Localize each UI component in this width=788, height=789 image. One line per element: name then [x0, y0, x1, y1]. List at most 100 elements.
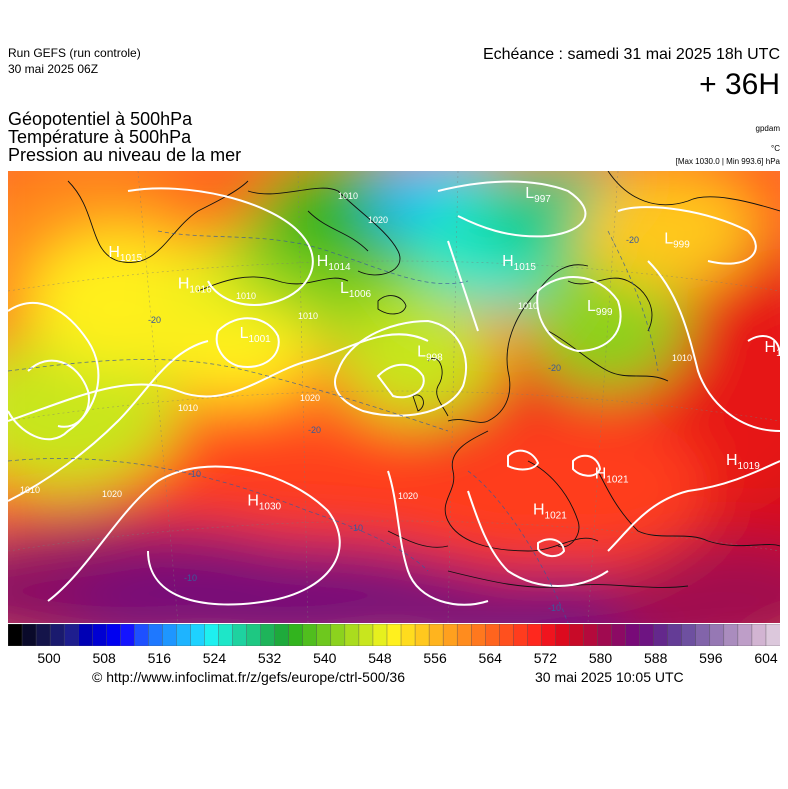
- colorbar-swatch: [344, 624, 360, 646]
- forecast-lead-time: + 36H: [699, 68, 780, 101]
- colorbar-swatch: [260, 624, 276, 646]
- colorbar-tick-label: 508: [92, 650, 116, 666]
- temperature-label: -10: [188, 469, 201, 479]
- colorbar-tick-label: 580: [588, 650, 613, 666]
- isobar-label: 1010: [338, 191, 358, 201]
- colorbar-swatch: [358, 624, 374, 646]
- colorbar-swatch: [204, 624, 220, 646]
- colorbar-swatch: [372, 624, 388, 646]
- colorbar-swatch: [709, 624, 725, 646]
- isobars: [8, 180, 780, 606]
- colorbar-swatch: [218, 624, 234, 646]
- temperature-label: -10: [350, 523, 363, 533]
- graticule: [8, 171, 780, 623]
- isotherms: [8, 230, 659, 623]
- parameter-pressure: Pression au niveau de la mer: [8, 145, 242, 165]
- colorbar: [8, 624, 780, 646]
- colorbar-swatch: [414, 624, 430, 646]
- high-pressure-label: H1015: [108, 244, 142, 264]
- colorbar-swatch: [49, 624, 65, 646]
- colorbar-tick-label: 532: [257, 650, 282, 666]
- colorbar-swatch: [737, 624, 753, 646]
- isobar-label: 1010: [178, 403, 198, 413]
- colorbar-tick-label: 588: [644, 650, 668, 666]
- colorbar-swatch: [541, 624, 556, 646]
- colorbar-swatch: [190, 624, 206, 646]
- isobar-label: 1020: [368, 215, 388, 225]
- colorbar-swatch: [765, 624, 780, 646]
- temperature-label: -20: [626, 235, 639, 245]
- temperature-label: -20: [148, 315, 161, 325]
- temperature-labels: -20 -20 -20 -10 -10 -10 -10 -20: [148, 235, 639, 613]
- colorbar-swatch: [667, 624, 683, 646]
- colorbar-swatch: [21, 624, 37, 646]
- high-pressure-label: H1030: [247, 492, 281, 512]
- colorbar-swatch: [8, 624, 23, 646]
- isobar-label: 1010: [518, 301, 538, 311]
- high-pressure-label: H1021: [533, 502, 567, 522]
- isobar-label: 1010: [298, 311, 318, 321]
- colorbar-tick-label: 524: [202, 650, 227, 666]
- forecast-valid-time: Echéance : samedi 31 mai 2025 18h UTC: [482, 46, 780, 63]
- high-pressure-label: H1021: [595, 465, 629, 485]
- colorbar-swatch: [555, 624, 570, 646]
- colorbar-swatch: [162, 624, 177, 646]
- colorbar-swatch: [569, 624, 584, 646]
- low-pressure-label: L998: [417, 343, 443, 363]
- colorbar-tick-label: 556: [423, 650, 447, 666]
- isobar-label: 1020: [398, 491, 418, 501]
- low-pressure-label: L997: [525, 185, 551, 205]
- run-date: 30 mai 2025 06Z: [8, 62, 99, 76]
- pressure-range: [Max 1030.0 | Min 993.6] hPa: [675, 157, 780, 166]
- colorbar-tick-label: 564: [478, 650, 502, 666]
- colorbar-swatch: [611, 624, 627, 646]
- colorbar-swatch: [499, 624, 514, 646]
- isobar-label: 1010: [20, 485, 40, 495]
- colorbar-swatch: [471, 624, 486, 646]
- colorbar-swatch: [428, 624, 444, 646]
- colorbar-swatch: [485, 624, 500, 646]
- high-pressure-label: H1014: [317, 253, 351, 273]
- parameter-geopotential: Géopotentiel à 500hPa: [8, 109, 193, 129]
- colorbar-swatch: [134, 624, 149, 646]
- colorbar-ticks: 500 508 516 524 532 540 548 556 564 572 580 588 596 6…: [8, 650, 780, 666]
- high-pressure-label: H1016: [178, 276, 212, 296]
- colorbar-swatch: [106, 624, 121, 646]
- colorbar-swatch: [456, 624, 472, 646]
- high-pressure-label: H10: [765, 339, 780, 359]
- isobar-labels: 1010 1010 1010 1010 1010 1020 1020 1020 …: [20, 191, 692, 501]
- colorbar-swatch: [625, 624, 641, 646]
- colorbar-swatch: [35, 624, 51, 646]
- parameter-temperature: Température à 500hPa: [8, 127, 192, 147]
- isobar-label: 1010: [236, 291, 256, 301]
- colorbar-tick-label: 500: [37, 650, 61, 666]
- colorbar-swatch: [120, 624, 135, 646]
- temperature-label: -20: [548, 363, 561, 373]
- colorbar-swatch: [148, 624, 163, 646]
- coastlines: [67, 171, 780, 588]
- colorbar-swatch: [63, 624, 79, 646]
- low-pressure-label: L999: [587, 298, 613, 318]
- colorbar-tick-label: 548: [368, 650, 392, 666]
- isobar-label: 1010: [672, 353, 692, 363]
- source-credit: © http://www.infoclimat.fr/z/gefs/europe…: [92, 669, 406, 685]
- weather-map: -20 -20 -20 -10 -10 -10 -10 -20 1010 101…: [8, 171, 780, 623]
- pressure-systems: H1015 H1016 H1014 L1006 L1001 L998 L997 H1015 L9…: [108, 185, 780, 521]
- colorbar-swatch: [246, 624, 262, 646]
- isobar-label: 1020: [300, 393, 320, 403]
- colorbar-tick-label: 604: [754, 650, 778, 666]
- low-pressure-label: L1006: [340, 280, 372, 300]
- isobar-label: 1020: [102, 489, 122, 499]
- colorbar-swatch: [527, 624, 542, 646]
- low-pressure-label: L999: [664, 230, 690, 250]
- colorbar-swatch: [681, 624, 697, 646]
- colorbar-swatch: [653, 624, 669, 646]
- high-pressure-label: H1015: [502, 253, 536, 273]
- unit-temperature: °C: [771, 144, 780, 153]
- temperature-label: -10: [548, 603, 561, 613]
- colorbar-swatch: [597, 624, 613, 646]
- colorbar-swatch: [274, 624, 290, 646]
- colorbar-swatch: [723, 624, 739, 646]
- unit-geopotential: gpdam: [755, 124, 780, 133]
- colorbar-swatch: [316, 624, 332, 646]
